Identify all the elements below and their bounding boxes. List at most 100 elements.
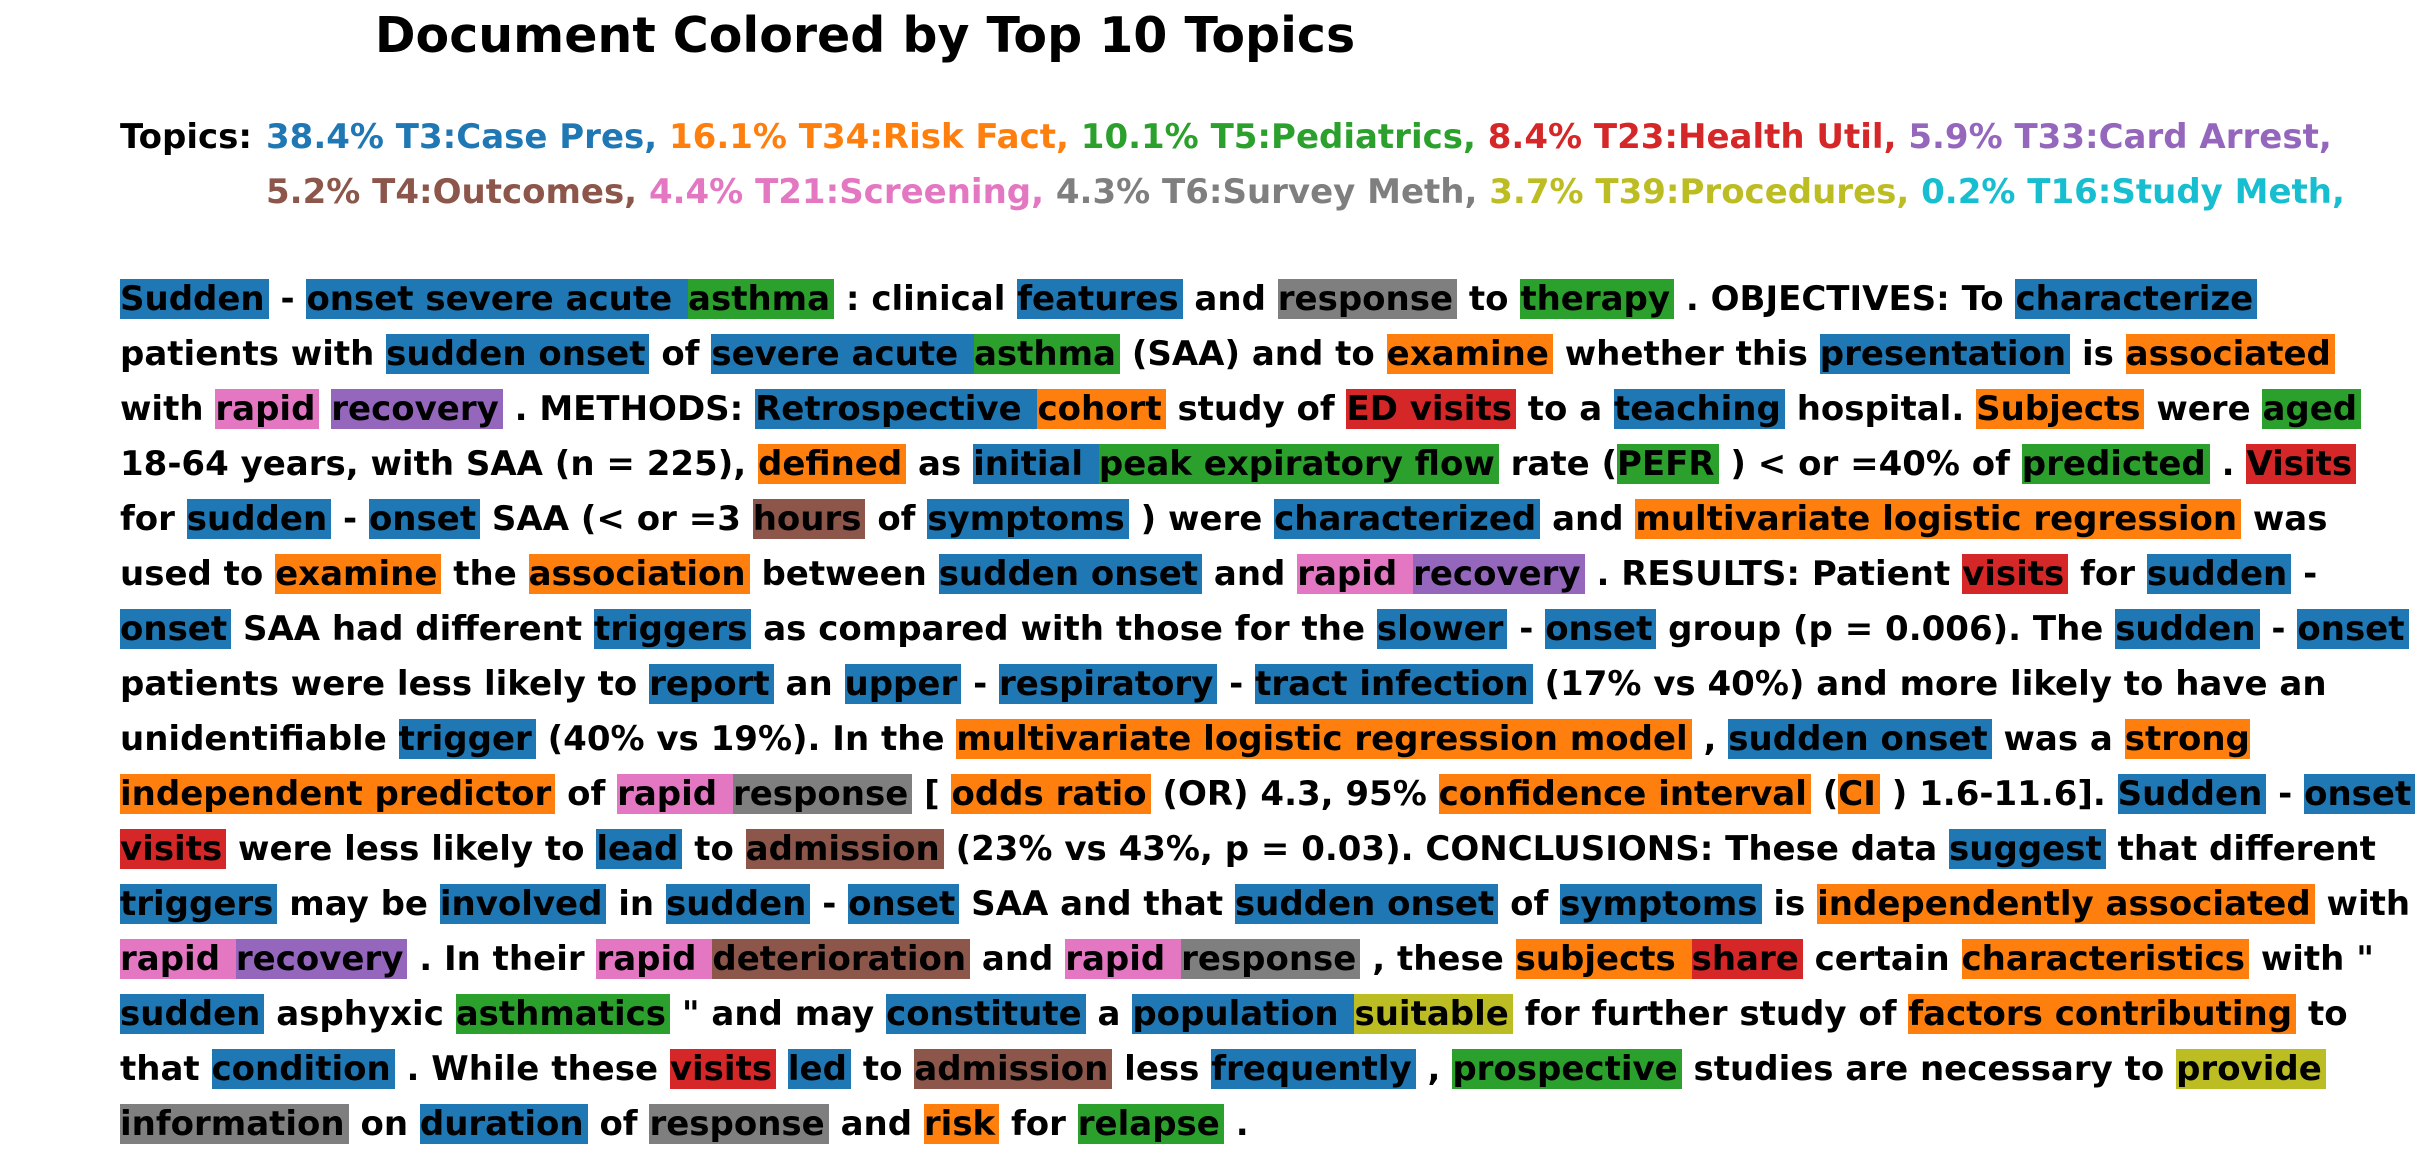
plain-text-segment: study of — [1177, 389, 1347, 429]
topic-legend-entry: 5.9% T33:Card Arrest, — [1908, 117, 2332, 157]
plain-text-segment: to — [694, 829, 746, 869]
topic-highlighted-word: onset — [2297, 609, 2409, 649]
plain-text-segment: asphyxic — [276, 994, 456, 1034]
plain-text-segment: studies are necessary to — [1693, 1049, 2177, 1089]
topic-highlighted-word: onset — [848, 884, 960, 924]
topic-highlighted-word: recovery — [1413, 554, 1585, 594]
plain-text-segment: in — [618, 884, 666, 924]
topic-highlighted-word: relapse — [1077, 1104, 1224, 1144]
topic-highlighted-word: rapid — [596, 939, 713, 979]
plain-text-segment: as compared with those for the — [763, 609, 1377, 649]
topics-legend: Topics: 38.4% T3:Case Pres, 16.1% T34:Ri… — [120, 110, 2410, 220]
plain-text-segment: may be — [289, 884, 440, 924]
topic-highlighted-word: rapid — [1297, 554, 1414, 594]
topic-legend-entry: 5.2% T4:Outcomes, — [266, 172, 638, 212]
topic-highlighted-word: characteristics — [1961, 939, 2249, 979]
topic-highlighted-word: population — [1132, 994, 1355, 1034]
topic-highlighted-word: asthmatics — [455, 994, 671, 1034]
plain-text-segment: group (p = 0.006). The — [1668, 609, 2116, 649]
plain-text-segment: to a — [1527, 389, 1615, 429]
plain-text-segment: of — [661, 334, 712, 374]
plain-text-segment: an — [785, 664, 845, 704]
topic-highlighted-word: sudden — [665, 884, 811, 924]
topic-highlighted-word: triggers — [120, 884, 278, 924]
plain-text-segment: for — [120, 499, 187, 539]
topic-highlighted-word: sudden — [2146, 554, 2292, 594]
topic-highlighted-word: examine — [275, 554, 442, 594]
plain-text-segment: were less likely to — [238, 829, 597, 869]
topic-highlighted-word: sudden onset — [1728, 719, 1992, 759]
topic-highlighted-word: frequently — [1211, 1049, 1416, 1089]
plain-text-segment: [ — [924, 774, 952, 814]
topic-highlighted-word: initial — [973, 444, 1099, 484]
topic-highlighted-word: triggers — [593, 609, 752, 649]
topic-highlighted-word: report — [649, 664, 774, 704]
plain-text-segment: hospital. — [1796, 389, 1977, 429]
topic-highlighted-word: involved — [439, 884, 607, 924]
plain-text-segment: (17% vs 40%) and more likely to have an … — [120, 664, 2327, 759]
topic-highlighted-word: association — [528, 554, 750, 594]
plain-text-segment: . In their — [419, 939, 597, 979]
plain-text-segment: that different — [2117, 829, 2376, 869]
plain-text-segment: and — [840, 1104, 924, 1144]
plain-text-segment: SAA had different — [242, 609, 594, 649]
plain-text-segment: a — [1097, 994, 1133, 1034]
topic-highlighted-word: recovery — [235, 939, 408, 979]
topic-highlighted-word: therapy — [1520, 279, 1675, 319]
plain-text-segment: SAA (< or =3 — [491, 499, 753, 539]
topic-highlighted-word: sudden — [186, 499, 332, 539]
topic-highlighted-word: respiratory — [999, 664, 1218, 704]
topic-highlighted-word: prospective — [1452, 1049, 1682, 1089]
topic-highlighted-word: multivariate logistic regression — [1635, 499, 2242, 539]
topic-highlighted-word: characterize — [2015, 279, 2258, 319]
plain-text-segment: patients were less likely to — [120, 664, 650, 704]
plain-text-segment: SAA and that — [971, 884, 1235, 924]
plain-text-segment: were — [2156, 389, 2263, 429]
topic-highlighted-word: duration — [419, 1104, 588, 1144]
plain-text-segment: (23% vs 43%, p = 0.03). CONCLUSIONS: The… — [955, 829, 1950, 869]
plain-text-segment: on — [360, 1104, 420, 1144]
plain-text-segment: . While these — [406, 1049, 670, 1089]
topic-highlighted-word: recovery — [331, 389, 503, 429]
plain-text-segment: , — [1427, 1049, 1453, 1089]
plain-text-segment: with " — [2260, 939, 2374, 979]
topic-legend-entry: 3.7% T39:Procedures, — [1489, 172, 1910, 212]
plain-text-segment: (SAA) and to — [1131, 334, 1387, 374]
topic-highlighted-word: tract infection — [1255, 664, 1533, 704]
topic-highlighted-word: admission — [745, 829, 944, 869]
plain-text-segment: of — [599, 1104, 650, 1144]
topic-highlighted-word: CI — [1838, 774, 1880, 814]
topic-legend-entry: 10.1% T5:Pediatrics, — [1080, 117, 1476, 157]
plain-text-segment: and — [981, 939, 1066, 979]
topic-highlighted-word: predicted — [2021, 444, 2210, 484]
plain-text-segment: to that — [120, 994, 2348, 1089]
topic-highlighted-word: suggest — [1949, 829, 2106, 869]
topic-highlighted-word: visits — [1962, 554, 2069, 594]
topic-highlighted-word: sudden onset — [938, 554, 1203, 594]
plain-text-segment: between — [761, 554, 939, 594]
topic-highlighted-word: characterized — [1274, 499, 1541, 539]
plain-text-segment: . — [1235, 1104, 1249, 1144]
topic-highlighted-word: cohort — [1037, 389, 1166, 429]
topic-highlighted-word: features — [1017, 279, 1183, 319]
topic-highlighted-word: associated — [2125, 334, 2335, 374]
plain-text-segment: and — [1194, 279, 1278, 319]
plain-text-segment: rate ( — [1510, 444, 1618, 484]
plain-text-segment: , — [1703, 719, 1729, 759]
plain-text-segment: - — [2303, 554, 2318, 594]
topic-highlighted-word: asthma — [688, 279, 835, 319]
plain-text-segment: . RESULTS: Patient — [1596, 554, 1963, 594]
topic-highlighted-word: multivariate logistic regression model — [956, 719, 1692, 759]
plain-text-segment: was a — [2003, 719, 2125, 759]
topic-highlighted-word: Visits — [2246, 444, 2357, 484]
topic-highlighted-word: rapid — [1065, 939, 1182, 979]
plain-text-segment: . OBJECTIVES: To — [1685, 279, 2016, 319]
plain-text-segment: certain — [1814, 939, 1962, 979]
plain-text-segment: , these — [1372, 939, 1516, 979]
topic-highlighted-word: peak expiratory flow — [1098, 444, 1499, 484]
plain-text-segment: is — [2081, 334, 2126, 374]
plain-text-segment: - — [2271, 609, 2298, 649]
topic-highlighted-word: condition — [211, 1049, 395, 1089]
topic-legend-entry: 4.3% T6:Survey Meth, — [1055, 172, 1478, 212]
topic-highlighted-word: information — [120, 1104, 349, 1144]
